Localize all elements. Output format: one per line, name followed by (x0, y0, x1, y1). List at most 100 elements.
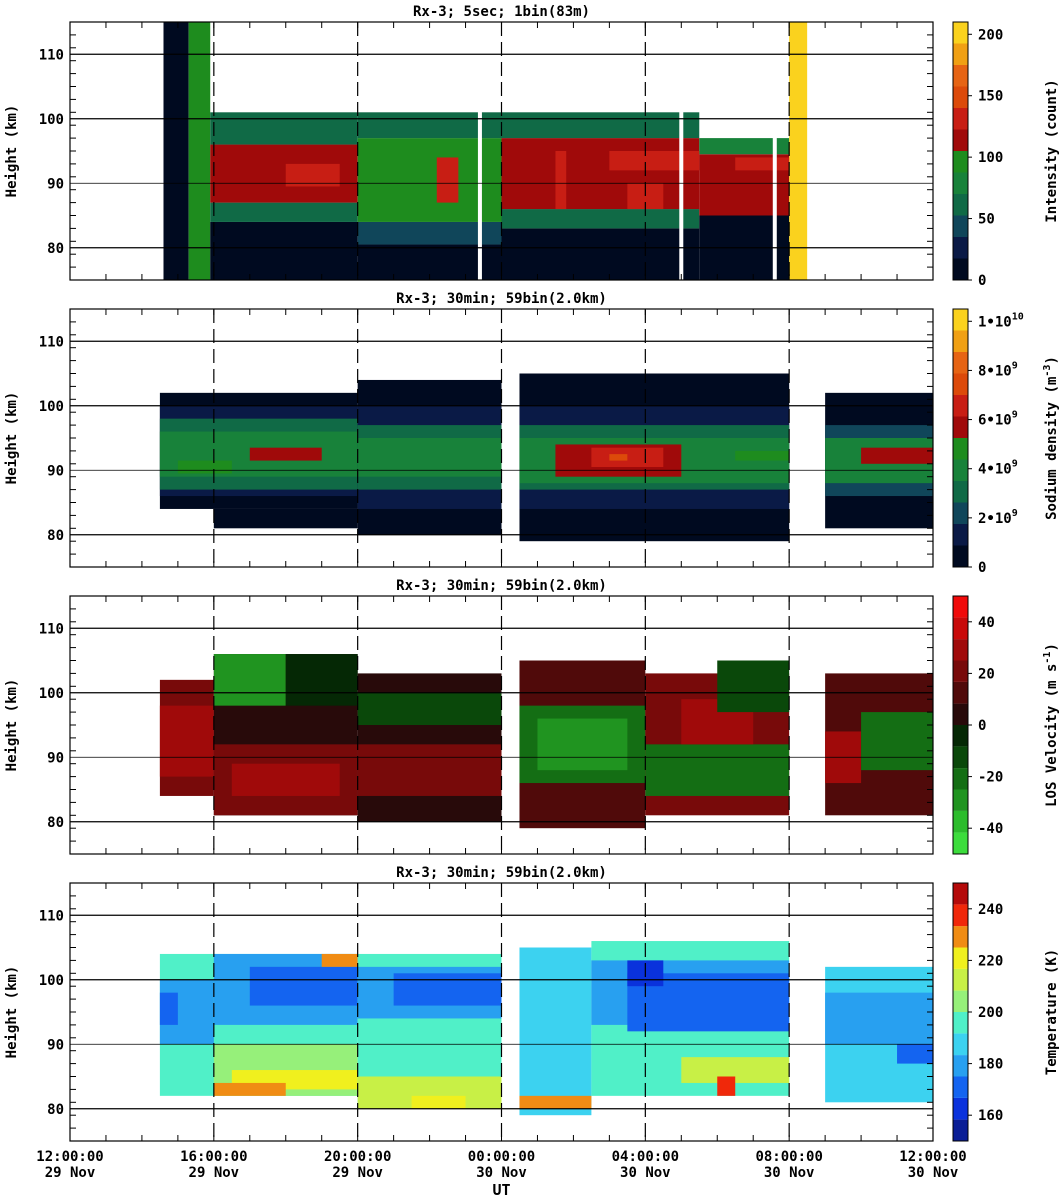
colorbar-frame (952, 308, 969, 568)
colorbar-band (953, 947, 968, 969)
colorbar-band (953, 1055, 968, 1077)
data-cell (285, 163, 340, 187)
colorbar-tick-base: 0 (978, 560, 986, 576)
colorbar-band (953, 617, 968, 640)
data-cell (789, 22, 808, 280)
colorbar-band (953, 65, 968, 87)
colorbar-band (953, 545, 968, 567)
colorbar-band (953, 373, 968, 395)
colorbar-frame (952, 21, 969, 281)
x-tick-label-time: 12:00:00 (36, 1149, 103, 1165)
data-cell (285, 654, 358, 706)
colorbar-tick-base: 1•10 (978, 314, 1012, 330)
colorbar-label-exponent: -3 (1042, 365, 1053, 377)
panel-2: Rx-3; 30min; 59bin(2.0km)8090100110Heigh… (4, 291, 1060, 576)
data-cell (163, 22, 189, 280)
colorbar-tick-label: 180 (978, 1057, 1003, 1073)
data-cell (537, 718, 628, 771)
data-cell (861, 712, 933, 771)
colorbar-band (953, 832, 968, 854)
data-cell (231, 763, 340, 796)
data-cell (519, 947, 592, 1116)
x-tick-label-date: 29 Nov (45, 1165, 96, 1181)
colorbar-tick-label: 240 (978, 902, 1003, 918)
data-cell (357, 221, 502, 245)
colorbar-band (953, 810, 968, 833)
x-tick-label-date: 30 Nov (476, 1165, 527, 1181)
data-cell (501, 112, 700, 139)
x-tick-label-time: 12:00:00 (899, 1149, 966, 1165)
x-tick-label-date: 29 Nov (189, 1165, 240, 1181)
colorbar-tick-base: 2•10 (978, 511, 1012, 527)
panel-title: Rx-3; 30min; 59bin(2.0km) (396, 578, 607, 594)
y-tick-label: 100 (39, 973, 64, 989)
y-tick-label: 110 (39, 908, 64, 924)
colorbar-tick-label: 100 (978, 150, 1003, 166)
y-axis-label: Height (km) (4, 105, 20, 198)
colorbar-tick-label: 4•109 (978, 459, 1018, 478)
colorbar-band (953, 172, 968, 194)
colorbar-band (953, 416, 968, 438)
colorbar-band (953, 43, 968, 65)
colorbar-band (953, 309, 968, 331)
colorbar-band (953, 22, 968, 44)
x-tick-label-date: 30 Nov (908, 1165, 959, 1181)
data-cell (825, 992, 933, 1045)
colorbar-band (953, 330, 968, 352)
colorbar-band (953, 108, 968, 130)
colorbar: 0 50 100 150 200 Intensity (count) (952, 21, 1060, 289)
panel-4: Rx-3; 30min; 59bin(2.0km) 80 90 100 110 Heigh… (4, 865, 1060, 1199)
data-cell (555, 151, 567, 210)
x-tick-label-time: 16:00:00 (180, 1149, 247, 1165)
data-cell (717, 660, 790, 713)
colorbar-label-text: Sodium density (m (1044, 377, 1060, 520)
data-cells (163, 22, 808, 280)
colorbar-band (953, 237, 968, 259)
colorbar-band (953, 703, 968, 725)
colorbar-tick-label: 40 (978, 615, 995, 631)
data-cell (357, 692, 502, 725)
data-cell (501, 209, 700, 229)
colorbar-tick-label: 150 (978, 89, 1003, 105)
data-cell (321, 953, 358, 967)
y-tick-label: 110 (39, 621, 64, 637)
data-cell (357, 112, 502, 139)
colorbar-tick-label: 8•109 (978, 360, 1018, 379)
colorbar-band (953, 789, 968, 811)
colorbar-band (953, 768, 968, 790)
colorbar-band (953, 1033, 968, 1056)
x-tick-label-date: 30 Nov (764, 1165, 815, 1181)
colorbar-tick-exponent: 10 (1012, 311, 1024, 322)
data-cell (609, 151, 700, 171)
data-cell (357, 138, 502, 222)
y-tick-label: 90 (47, 1037, 64, 1053)
colorbar-band (953, 258, 968, 280)
data-cell (357, 744, 502, 796)
data-gap (679, 22, 684, 280)
x-tick-label-date: 29 Nov (332, 1165, 383, 1181)
colorbar-tick-base: 8•10 (978, 363, 1012, 379)
data-cell (210, 221, 358, 280)
y-tick-label: 100 (39, 686, 64, 702)
colorbar-band (953, 990, 968, 1012)
colorbar-tick-label: 6•109 (978, 410, 1018, 429)
data-cell (609, 454, 628, 461)
y-tick-label: 80 (47, 528, 64, 544)
y-axis-label: Height (km) (4, 392, 20, 485)
colorbar-band (953, 502, 968, 524)
colorbar-band (953, 968, 968, 991)
colorbar-band (953, 395, 968, 417)
data-cell (897, 1044, 933, 1064)
colorbar-band (953, 596, 968, 618)
data-cell (699, 138, 790, 155)
colorbar-band (953, 660, 968, 682)
colorbar-band (953, 639, 968, 661)
colorbar-band (953, 681, 968, 704)
colorbar-tick-label: 0 (978, 718, 986, 734)
colorbar-tick-label: 2•109 (978, 508, 1018, 527)
y-axis-label: Height (km) (4, 679, 20, 772)
data-cells (159, 373, 933, 542)
colorbar-band (953, 438, 968, 460)
data-cell (159, 992, 178, 1025)
colorbar-band (953, 1119, 968, 1141)
